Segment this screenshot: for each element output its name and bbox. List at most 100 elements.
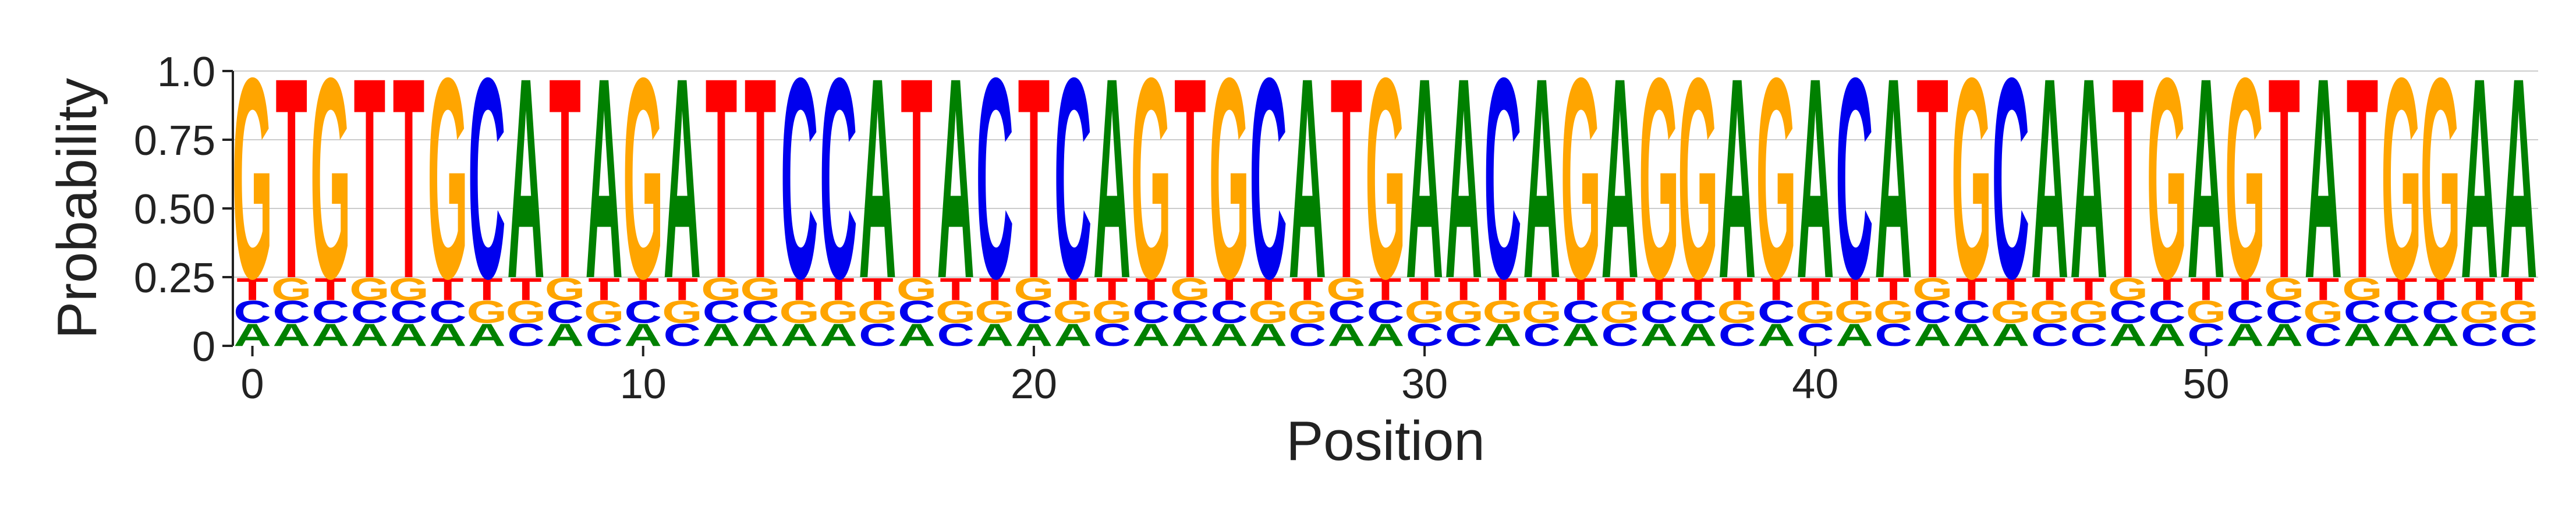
logo-letter-A: A [1171, 317, 1209, 353]
logo-letter-G: G [662, 294, 703, 330]
logo-letter-T: T [588, 271, 620, 307]
logo-letter-A: A [1601, 18, 1639, 338]
logo-letter-C: C [2148, 294, 2186, 330]
logo-letter-A: A [390, 317, 428, 353]
logo-letter-C: C [2305, 317, 2343, 353]
logo-letter-G: G [2147, 18, 2188, 338]
logo-letter-G: G [1248, 294, 1289, 330]
logo-letter-T: T [2112, 18, 2144, 338]
logo-letter-C: C [1992, 18, 2030, 338]
logo-letter-C: C [703, 294, 740, 330]
logo-letter-A: A [1093, 18, 1131, 338]
y-axis-ticks: 0 0.25 0.50 0.75 1.0 [134, 49, 233, 370]
x-tick-label: 0 [241, 361, 264, 408]
logo-letter-T: T [1565, 271, 1597, 307]
logo-letter-T: T [1916, 18, 1948, 338]
logo-letter-G: G [1483, 294, 1523, 330]
logo-letter-G: G [2264, 271, 2305, 307]
logo-letter-C: C [351, 294, 389, 330]
logo-letter-A: A [546, 317, 584, 353]
logo-letter-A: A [1718, 18, 1756, 338]
logo-letter-G: G [2225, 18, 2266, 338]
logo-letter-G: G [1912, 271, 1953, 307]
logo-letter-G: G [1014, 271, 1054, 307]
logo-letter-C: C [2500, 317, 2538, 353]
logo-letter-A: A [1992, 317, 2030, 353]
logo-letter-T: T [1487, 271, 1519, 307]
logo-letter-A: A [1249, 317, 1287, 353]
logo-letter-C: C [311, 294, 349, 330]
logo-letter-C: C [1914, 294, 1951, 330]
logo-letter-C: C [1562, 294, 1600, 330]
logo-letter-G: G [1990, 294, 2031, 330]
logo-letter-C: C [390, 294, 428, 330]
logo-letter-C: C [1249, 18, 1287, 338]
logo-letter-G: G [818, 294, 859, 330]
logo-letter-C: C [742, 294, 779, 330]
logo-letter-A: A [468, 317, 506, 353]
logo-letter-C: C [2383, 294, 2421, 330]
logo-letter-T: T [1448, 271, 1480, 307]
logo-letter-A: A [1758, 317, 1795, 353]
logo-letter-A: A [1210, 317, 1248, 353]
logo-letter-T: T [1213, 271, 1245, 307]
logo-letter-C: C [1679, 294, 1717, 330]
logo-letter-G: G [2186, 294, 2227, 330]
logo-letter-C: C [1132, 294, 1170, 330]
logo-letter-A: A [1054, 317, 1092, 353]
logo-letter-A: A [1679, 317, 1717, 353]
logo-letter-A: A [859, 18, 897, 338]
logo-letter-T: T [979, 271, 1011, 307]
logo-letter-T: T [2308, 271, 2340, 307]
logo-letter-G: G [1170, 271, 1211, 307]
logo-letter-T: T [1409, 271, 1441, 307]
logo-letter-G: G [427, 18, 468, 338]
logo-letter-T: T [901, 18, 933, 338]
logo-letter-T: T [1682, 271, 1714, 307]
logo-letter-A: A [2265, 317, 2303, 353]
logo-letter-C: C [1484, 18, 1522, 338]
logo-letter-A: A [1132, 317, 1170, 353]
logo-letter-G: G [1287, 294, 1328, 330]
logo-letter-A: A [2031, 18, 2069, 338]
logo-letter-T: T [667, 271, 699, 307]
logo-letter-T: T [2151, 271, 2183, 307]
logo-letter-G: G [1522, 294, 1562, 330]
logo-letter-T: T [1174, 18, 1206, 338]
logo-letter-T: T [2268, 18, 2300, 338]
logo-letter-G: G [897, 271, 937, 307]
x-axis-title: Position [1286, 410, 1485, 472]
logo-letter-G: G [1678, 18, 1718, 338]
logo-letter-G: G [1600, 294, 1640, 330]
y-tick-label: 0 [192, 324, 215, 370]
logo-letter-A: A [2187, 18, 2225, 338]
x-tick-label: 10 [620, 361, 667, 408]
logo-letter-G: G [2499, 294, 2539, 330]
gridlines [233, 70, 2538, 278]
logo-letter-A: A [2305, 18, 2343, 338]
logo-letter-A: A [311, 317, 349, 353]
logo-letter-G: G [779, 294, 820, 330]
